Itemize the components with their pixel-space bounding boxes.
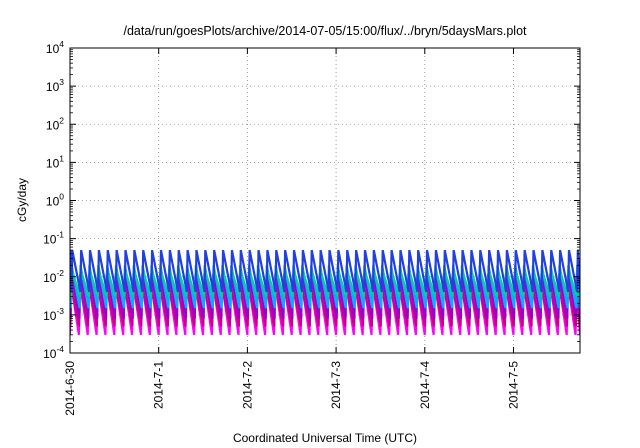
y-tick-label: 10-3 [43,306,64,323]
x-tick-label: 2014-7-4 [418,361,432,409]
x-tick-label: 2014-7-5 [506,361,520,409]
plot-area [70,249,580,335]
x-axis: 2014-6-30 2014-7-1 2014-7-2 2014-7-3 2014-7-… [63,48,520,416]
y-tick-label: 104 [46,39,64,56]
chart-title: /data/run/goesPlots/archive/2014-07-05/1… [123,24,527,38]
y-tick-label: 101 [46,153,64,170]
x-tick-label: 2014-6-30 [63,361,77,416]
y-tick-label: 102 [46,115,64,132]
x-tick-label: 2014-7-1 [152,361,166,409]
y-tick-label: 10-1 [43,230,64,247]
y-tick-label: 10-2 [43,268,64,285]
y-axis: 10-4 10-3 10-2 10-1 100 101 102 103 104 [43,39,580,361]
series-line [70,249,580,293]
x-tick-label: 2014-7-2 [240,361,254,409]
x-tick-label: 2014-7-3 [329,361,343,409]
x-axis-label: Coordinated Universal Time (UTC) [233,431,417,445]
y-tick-label: 100 [46,192,64,209]
y-axis-label: cGy/day [15,178,29,222]
y-tick-label: 103 [46,77,64,94]
y-tick-label: 10-4 [43,344,64,361]
